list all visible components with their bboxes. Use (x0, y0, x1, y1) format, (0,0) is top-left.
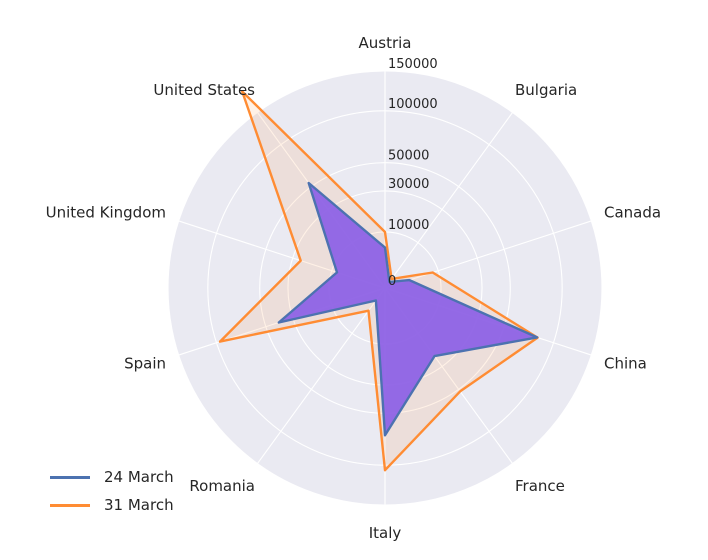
r-tick-label-30000: 30000 (388, 177, 429, 192)
legend-item-31-march: 31 March (50, 491, 210, 519)
legend-label-24-march: 24 March (104, 468, 174, 486)
series-line-31-march (218, 90, 539, 472)
legend-label-31-march: 31 March (104, 496, 174, 514)
legend-swatch-24-march (50, 475, 90, 479)
legend-item-24-march: 24 March (50, 463, 210, 491)
category-label-united-kingdom: United Kingdom (46, 203, 166, 221)
grid-spoke-bulgaria (384, 112, 513, 289)
category-label-romania: Romania (189, 477, 255, 495)
category-label-spain: Spain (124, 355, 166, 373)
category-label-united-states: United States (153, 81, 255, 99)
r-tick-label-0: 0 (388, 274, 396, 289)
series-line-24-march (277, 181, 539, 437)
r-tick-label-10000: 10000 (388, 218, 429, 233)
category-label-bulgaria: Bulgaria (515, 81, 577, 99)
r-tick-label-100000: 100000 (388, 97, 438, 112)
grid-spoke-romania (257, 287, 386, 464)
category-label-austria: Austria (359, 34, 412, 52)
legend-swatch-31-march (50, 503, 90, 507)
category-label-france: France (515, 477, 565, 495)
r-tick-label-150000: 150000 (388, 57, 438, 72)
series-fill-24-march (278, 183, 538, 436)
category-label-china: China (604, 355, 647, 373)
r-tick-label-50000: 50000 (388, 149, 429, 164)
category-label-canada: Canada (604, 203, 661, 221)
chart-labels: Austria Bulgaria Canada China France Italy Rom… (46, 34, 661, 542)
legend: 24 March 31 March (50, 463, 210, 519)
grid-spoke-canada (384, 220, 592, 289)
chart-series (218, 90, 539, 472)
category-label-italy: Italy (369, 524, 402, 542)
